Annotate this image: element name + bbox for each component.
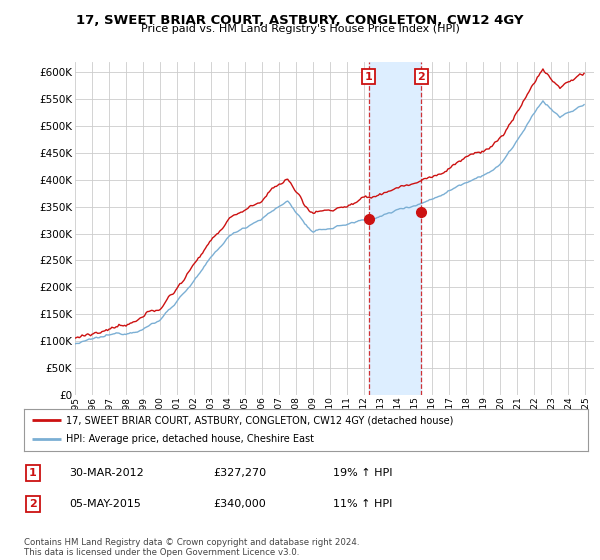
Text: 05-MAY-2015: 05-MAY-2015 (69, 499, 141, 509)
Text: 2: 2 (29, 499, 37, 509)
Text: 2: 2 (418, 72, 425, 82)
Text: 1: 1 (29, 468, 37, 478)
Text: 17, SWEET BRIAR COURT, ASTBURY, CONGLETON, CW12 4GY: 17, SWEET BRIAR COURT, ASTBURY, CONGLETO… (76, 14, 524, 27)
Text: £340,000: £340,000 (213, 499, 266, 509)
Text: 19% ↑ HPI: 19% ↑ HPI (333, 468, 392, 478)
Text: Contains HM Land Registry data © Crown copyright and database right 2024.
This d: Contains HM Land Registry data © Crown c… (24, 538, 359, 557)
Text: 30-MAR-2012: 30-MAR-2012 (69, 468, 144, 478)
Text: Price paid vs. HM Land Registry's House Price Index (HPI): Price paid vs. HM Land Registry's House … (140, 24, 460, 34)
Text: £327,270: £327,270 (213, 468, 266, 478)
Text: 17, SWEET BRIAR COURT, ASTBURY, CONGLETON, CW12 4GY (detached house): 17, SWEET BRIAR COURT, ASTBURY, CONGLETO… (66, 415, 454, 425)
Text: 11% ↑ HPI: 11% ↑ HPI (333, 499, 392, 509)
Bar (368, 62, 421, 395)
Text: HPI: Average price, detached house, Cheshire East: HPI: Average price, detached house, Ches… (66, 435, 314, 445)
Text: 1: 1 (365, 72, 373, 82)
